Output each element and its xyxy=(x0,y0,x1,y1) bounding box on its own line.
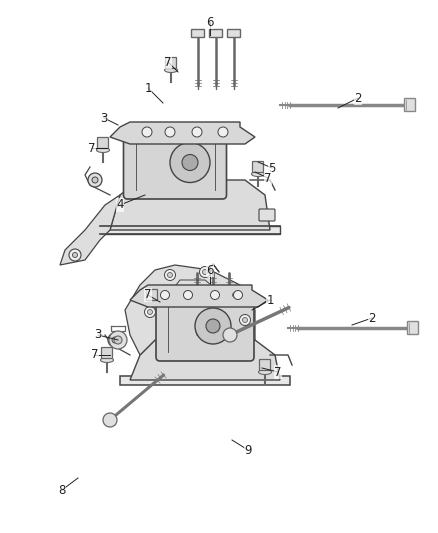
Text: 9: 9 xyxy=(244,443,252,456)
Polygon shape xyxy=(60,195,120,265)
Circle shape xyxy=(202,270,208,274)
FancyBboxPatch shape xyxy=(252,161,264,173)
FancyBboxPatch shape xyxy=(407,321,418,335)
Circle shape xyxy=(230,289,240,301)
Circle shape xyxy=(160,290,170,300)
Text: 1: 1 xyxy=(266,294,274,306)
FancyBboxPatch shape xyxy=(156,291,254,361)
Circle shape xyxy=(223,328,237,342)
FancyBboxPatch shape xyxy=(405,99,416,111)
FancyBboxPatch shape xyxy=(166,58,177,69)
Text: 6: 6 xyxy=(206,15,214,28)
Ellipse shape xyxy=(258,369,272,375)
Circle shape xyxy=(195,308,231,344)
FancyBboxPatch shape xyxy=(209,29,223,37)
FancyBboxPatch shape xyxy=(100,226,280,234)
FancyBboxPatch shape xyxy=(124,126,226,199)
Circle shape xyxy=(142,127,152,137)
Text: 8: 8 xyxy=(58,483,66,497)
Polygon shape xyxy=(130,285,268,307)
Circle shape xyxy=(108,333,122,347)
Circle shape xyxy=(165,270,176,280)
Circle shape xyxy=(192,127,202,137)
Circle shape xyxy=(170,142,210,182)
Ellipse shape xyxy=(165,68,177,72)
Circle shape xyxy=(109,331,127,349)
Circle shape xyxy=(69,249,81,261)
FancyBboxPatch shape xyxy=(259,359,271,370)
Circle shape xyxy=(73,253,78,257)
FancyBboxPatch shape xyxy=(146,289,158,301)
Circle shape xyxy=(243,318,247,322)
FancyBboxPatch shape xyxy=(191,29,205,37)
Circle shape xyxy=(92,177,98,183)
FancyBboxPatch shape xyxy=(120,376,290,385)
Circle shape xyxy=(233,290,243,300)
Text: 1: 1 xyxy=(144,82,152,94)
Ellipse shape xyxy=(100,358,113,362)
Polygon shape xyxy=(110,122,255,144)
Circle shape xyxy=(165,127,175,137)
Circle shape xyxy=(145,306,155,318)
FancyBboxPatch shape xyxy=(227,29,240,37)
Circle shape xyxy=(199,266,211,278)
Circle shape xyxy=(112,337,118,343)
Text: 7: 7 xyxy=(164,55,172,69)
Circle shape xyxy=(184,290,192,300)
Ellipse shape xyxy=(251,172,265,176)
Circle shape xyxy=(88,173,102,187)
Text: 7: 7 xyxy=(264,172,272,184)
Circle shape xyxy=(218,127,228,137)
Text: 7: 7 xyxy=(144,288,152,302)
Text: 2: 2 xyxy=(368,311,376,325)
Circle shape xyxy=(206,319,220,333)
Circle shape xyxy=(148,310,152,314)
Polygon shape xyxy=(110,180,270,230)
Text: 7: 7 xyxy=(91,349,99,361)
Polygon shape xyxy=(125,265,255,355)
Circle shape xyxy=(167,272,173,278)
Ellipse shape xyxy=(96,148,110,152)
FancyBboxPatch shape xyxy=(102,348,113,359)
Text: 3: 3 xyxy=(94,328,102,342)
Text: 7: 7 xyxy=(88,141,96,155)
Text: 7: 7 xyxy=(274,366,282,378)
Circle shape xyxy=(182,155,198,171)
Ellipse shape xyxy=(145,300,159,304)
Circle shape xyxy=(103,413,117,427)
Text: 2: 2 xyxy=(354,92,362,104)
Circle shape xyxy=(211,290,219,300)
Text: 4: 4 xyxy=(116,198,124,212)
Text: 6: 6 xyxy=(206,263,214,277)
FancyBboxPatch shape xyxy=(259,209,275,221)
Circle shape xyxy=(233,293,237,297)
Circle shape xyxy=(114,336,122,344)
Text: 3: 3 xyxy=(100,111,108,125)
Text: 5: 5 xyxy=(268,161,276,174)
Circle shape xyxy=(240,314,251,326)
Polygon shape xyxy=(130,340,280,380)
FancyBboxPatch shape xyxy=(98,138,109,149)
